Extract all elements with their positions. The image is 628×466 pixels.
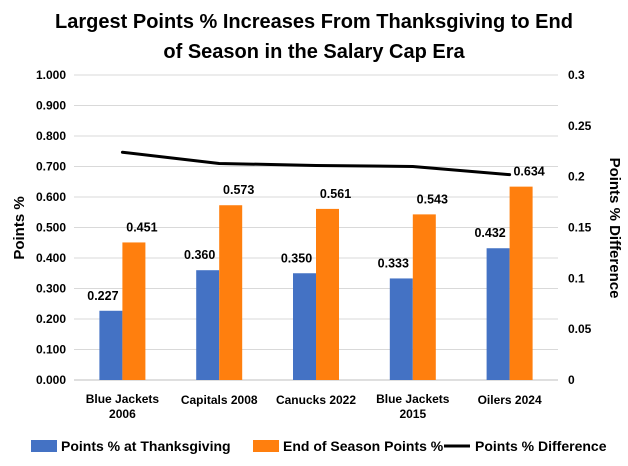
legend-label: Points % Difference	[475, 438, 607, 454]
bar-end-of-season-4	[509, 186, 533, 380]
y-tick-label: 0.300	[36, 282, 66, 296]
x-tick-label: Canucks 2022	[276, 393, 356, 407]
bar-end-of-season-3	[412, 214, 436, 380]
x-tick-label: Oilers 2024	[478, 393, 542, 407]
legend-label: Points % at Thanksgiving	[61, 438, 231, 454]
y-tick-label: 0.100	[36, 343, 66, 357]
y-tick-label: 0.400	[36, 251, 66, 265]
data-label: 0.432	[474, 226, 505, 240]
y-tick-label: 0.800	[36, 129, 66, 143]
legend-swatch	[31, 440, 57, 452]
data-label: 0.333	[378, 256, 409, 270]
y-axis-ticks: 0.000 0.100 0.200 0.300 0.400 0.500 0.600 0.700…	[36, 68, 66, 387]
y-tick-label: 0.700	[36, 160, 66, 174]
data-label: 0.451	[126, 220, 157, 234]
legend-swatch	[253, 440, 279, 452]
y-tick-label: 0.600	[36, 190, 66, 204]
data-label: 0.227	[87, 289, 118, 303]
data-label: 0.561	[320, 187, 351, 201]
y-tick-label: 0.000	[36, 373, 66, 387]
y2-axis-title: Points % Difference	[606, 158, 623, 299]
data-label: 0.350	[281, 251, 312, 265]
bar-thanksgiving-4	[486, 248, 510, 380]
y-tick-label: 0.500	[36, 221, 66, 235]
y-tick-label: 0.900	[36, 99, 66, 113]
bar-thanksgiving-2	[293, 273, 316, 380]
y2-tick-label: 0.15	[568, 221, 592, 235]
y2-tick-label: 0.1	[568, 271, 585, 285]
data-label: 0.573	[223, 183, 254, 197]
bar-thanksgiving-0	[99, 310, 123, 380]
y-tick-label: 0.200	[36, 312, 66, 326]
y2-tick-label: 0	[568, 373, 575, 387]
chart-title-line-1: Largest Points % Increases From Thanksgi…	[55, 11, 573, 33]
bar-thanksgiving-3	[389, 278, 413, 380]
difference-line	[120, 150, 512, 177]
y-tick-label: 1.000	[36, 68, 66, 82]
data-label: 0.543	[417, 192, 448, 206]
bar-end-of-season-0	[122, 242, 146, 380]
y2-tick-label: 0.2	[568, 170, 585, 184]
chart-title-line-2: of Season in the Salary Cap Era	[163, 41, 465, 63]
y2-axis-ticks: 0 0.05 0.1 0.15 0.2 0.25 0.3	[568, 68, 592, 387]
x-tick-label: Capitals 2008	[181, 393, 258, 407]
data-label: 0.634	[513, 165, 544, 179]
y2-tick-label: 0.05	[568, 322, 592, 336]
bar-end-of-season-1	[219, 205, 243, 380]
x-tick-label: 2015	[399, 407, 426, 421]
difference-line-layer	[120, 150, 512, 177]
x-tick-label: 2006	[109, 407, 136, 421]
bars	[99, 186, 533, 380]
bar-end-of-season-2	[316, 208, 339, 380]
y2-tick-label: 0.25	[568, 119, 592, 133]
y2-tick-label: 0.3	[568, 68, 585, 82]
x-tick-label: Blue Jackets	[376, 392, 450, 406]
bar-thanksgiving-1	[196, 270, 220, 380]
legend-label: End of Season Points %	[283, 438, 444, 454]
y-axis-title: Points %	[11, 196, 28, 259]
data-label: 0.360	[184, 248, 215, 262]
legend: Points % at Thanksgiving End of Season Po…	[31, 438, 607, 454]
data-labels: 0.227 0.451 0.360 0.573 0.350 0.561 0.333 0.543…	[87, 165, 545, 303]
x-tick-label: Blue Jackets	[86, 392, 160, 406]
